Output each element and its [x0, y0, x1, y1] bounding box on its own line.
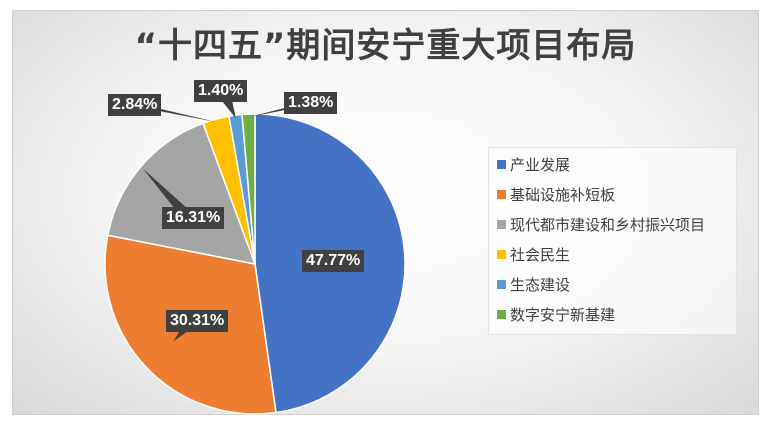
- legend-swatch: [497, 189, 506, 199]
- data-label-5: 1.40%: [194, 80, 248, 102]
- data-label-4: 2.84%: [108, 94, 162, 116]
- legend-item: 数字安宁新基建: [497, 304, 615, 324]
- data-label-2: 30.31%: [166, 310, 229, 332]
- legend-item: 社会民生: [497, 244, 570, 264]
- legend-label: 社会民生: [510, 245, 571, 264]
- data-label-3: 16.31%: [162, 207, 225, 229]
- legend: 产业发展基础设施补短板现代都市建设和乡村振兴项目 社会民生生态建设数字安宁新基建: [488, 147, 737, 335]
- callout-pointer-2: [173, 321, 202, 342]
- legend-swatch: [497, 279, 506, 289]
- callout-pointer-4: [128, 105, 217, 123]
- legend-swatch: [497, 159, 506, 169]
- data-label-1: 47.77%: [302, 250, 365, 272]
- legend-label: 基础设施补短板: [510, 185, 616, 204]
- legend-label: 生态建设: [510, 275, 571, 294]
- legend-item: 基础设施补短板: [497, 184, 615, 204]
- data-label-6: 1.38%: [284, 92, 338, 114]
- legend-label: 现代都市建设和乡村振兴项目: [510, 215, 706, 234]
- legend-item: 生态建设: [497, 274, 570, 294]
- legend-item: 现代都市建设和乡村振兴项目: [497, 214, 705, 234]
- legend-label: 产业发展: [510, 155, 571, 174]
- callout-pointer-3: [143, 168, 198, 218]
- legend-label: 数字安宁新基建: [510, 305, 616, 324]
- legend-swatch: [497, 249, 506, 259]
- chart-title: “十四五”期间安宁重大项目布局: [134, 26, 637, 66]
- legend-item: 产业发展: [497, 154, 570, 174]
- legend-swatch: [497, 219, 506, 229]
- legend-swatch: [497, 309, 506, 319]
- pie-slice-6: [241, 113, 256, 265]
